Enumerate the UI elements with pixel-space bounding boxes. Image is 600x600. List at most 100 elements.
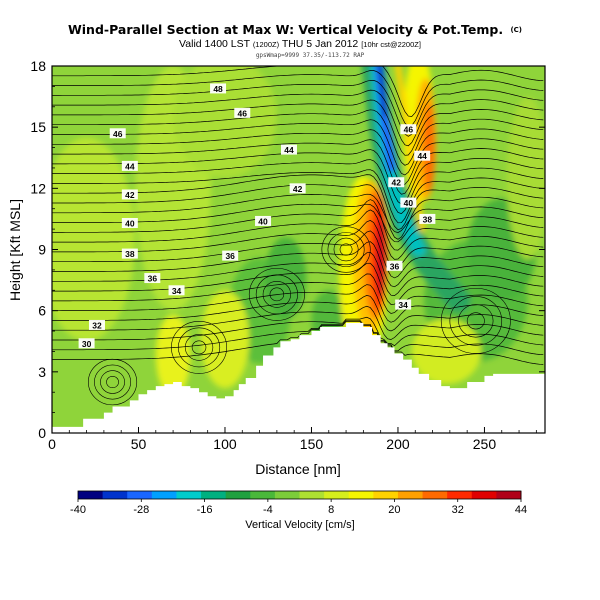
theta-label: 48	[213, 84, 223, 94]
x-axis-label: Distance [nm]	[255, 461, 341, 477]
theta-contour	[52, 169, 544, 224]
theta-label: 34	[172, 286, 182, 296]
y-tick-label: 12	[30, 180, 46, 196]
theta-label: 32	[92, 320, 102, 330]
theta-cell-4	[458, 304, 494, 338]
theta-contour	[52, 89, 544, 147]
theta-label-bg	[395, 299, 412, 310]
theta-cell-2	[262, 281, 292, 308]
theta-contour	[52, 109, 544, 166]
colorbar-swatch	[201, 491, 227, 499]
theta-contour	[52, 319, 544, 356]
theta-label-bg	[210, 83, 227, 94]
chart-subtitle: Valid 1400 LST (1200Z) THU 5 Jan 2012 [1…	[179, 38, 421, 50]
theta-label-bg	[414, 150, 431, 161]
info-line: gpsWmap=9999 37.35/-113.72 RAP	[256, 52, 365, 59]
colorbar-tick-label: -28	[133, 504, 149, 516]
downdraft-peak	[378, 66, 387, 117]
colorbar-swatch	[102, 491, 128, 499]
x-tick-label: 150	[300, 436, 324, 452]
colorbar-swatch	[274, 491, 300, 499]
theta-cell-0	[88, 358, 138, 406]
theta-label: 44	[284, 145, 294, 155]
theta-label: 34	[398, 300, 408, 310]
y-tick-label: 6	[38, 303, 46, 319]
theta-contour	[52, 241, 544, 288]
theta-label: 46	[113, 129, 123, 139]
theta-contour	[52, 159, 544, 215]
vv-shade-0	[52, 137, 136, 342]
colorbar-swatch	[78, 491, 104, 499]
theta-label-bg	[168, 285, 185, 296]
y-tick-label: 18	[30, 58, 46, 74]
theta-label: 42	[392, 178, 402, 188]
colorbar-tick-label: 20	[388, 504, 400, 516]
theta-label: 36	[225, 251, 235, 261]
colorbar-tick-label: 8	[328, 504, 334, 516]
theta-cell-2	[255, 274, 298, 315]
theta-cell-4	[440, 287, 511, 354]
theta-cell-0	[106, 376, 119, 389]
vv-shade-6	[200, 290, 250, 389]
theta-label: 30	[82, 339, 92, 349]
theta-label-bg	[78, 338, 95, 349]
theta-cell-0	[100, 370, 125, 394]
subtitle-paren2: [10hr cst@2200Z]	[361, 40, 421, 49]
colorbar-label: Vertical Velocity [cm/s]	[245, 519, 354, 531]
theta-cell-4	[449, 296, 503, 346]
y-tick-label: 0	[38, 425, 46, 441]
colorbar-swatch	[176, 491, 202, 499]
theta-contour	[52, 79, 544, 137]
theta-label-bg	[88, 319, 105, 330]
vv-shade-2	[173, 66, 277, 179]
colorbar-swatch	[348, 491, 374, 499]
terrain	[52, 322, 545, 433]
theta-label: 36	[148, 274, 158, 284]
subtitle-date: THU 5 Jan 2012	[282, 38, 359, 50]
colorbar-swatch	[447, 491, 473, 499]
theta-label: 40	[258, 216, 268, 226]
y-tick-label: 15	[30, 119, 46, 135]
chart-title-mark: (C)	[510, 26, 522, 34]
y-tick-label: 3	[38, 364, 46, 380]
colorbar-swatch	[471, 491, 497, 499]
theta-label: 46	[404, 125, 414, 135]
theta-label-bg	[234, 107, 251, 118]
vv-shade-10	[411, 318, 481, 385]
theta-contour	[52, 66, 544, 117]
colorbar-swatch	[373, 491, 399, 499]
theta-cell-1	[191, 340, 207, 355]
theta-contour	[52, 129, 544, 185]
theta-cell-0	[94, 364, 132, 400]
theta-label-bg	[222, 250, 239, 261]
colorbar-swatch	[225, 491, 251, 499]
theta-label: 46	[238, 108, 248, 118]
colorbar-tick-label: -16	[197, 504, 213, 516]
colorbar-swatch	[151, 491, 177, 499]
theta-contour	[52, 139, 544, 195]
theta-label-bg	[419, 213, 436, 224]
subtitle-main: Valid 1400 LST	[179, 38, 251, 50]
theta-contour	[52, 262, 544, 305]
x-tick-label: 50	[131, 436, 147, 452]
theta-label: 42	[293, 184, 303, 194]
vv-shade-11	[506, 96, 545, 260]
colorbar-tick-label: 32	[452, 504, 464, 516]
theta-contour	[52, 199, 544, 251]
colorbar-swatch	[299, 491, 325, 499]
theta-contour	[52, 193, 544, 233]
theta-label: 40	[404, 198, 414, 208]
updraft-east	[394, 66, 426, 233]
theta-cell-2	[269, 287, 285, 302]
y-axis-label: Height [Kft MSL]	[7, 199, 23, 301]
theta-label: 40	[125, 218, 135, 228]
theta-cell-2	[248, 267, 305, 321]
vv-shade-4	[264, 237, 307, 319]
chart-title-main: Wind-Parallel Section at Max W: Vertical…	[68, 22, 503, 37]
plot-area: 3032343638404244464836404244464644424038…	[52, 66, 545, 433]
theta-label: 38	[423, 214, 433, 224]
theta-cell-3	[327, 232, 365, 267]
theta-label: 44	[417, 151, 427, 161]
theta-label-bg	[109, 128, 126, 139]
